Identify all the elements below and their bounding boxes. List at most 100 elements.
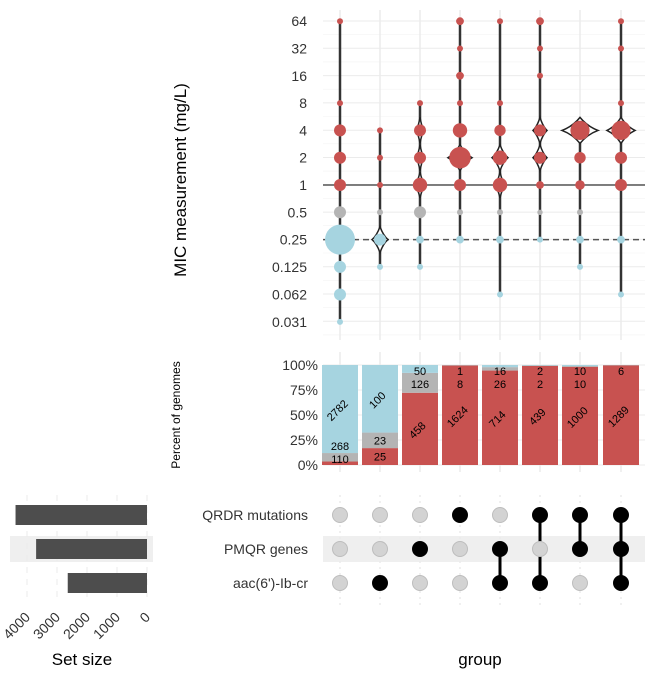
bar-segment [603, 365, 639, 465]
mic-point [497, 291, 503, 298]
bar-segment [322, 461, 358, 465]
mic-point [570, 120, 590, 140]
mic-point [412, 177, 428, 193]
mic-point [534, 151, 546, 164]
mic-point [334, 288, 346, 301]
bar-segment [562, 365, 598, 367]
mic-point [618, 18, 624, 25]
y-tick-label: 0.031 [272, 314, 307, 330]
mic-point [334, 151, 346, 164]
bar-segment-label: 8 [457, 379, 463, 391]
mic-point [618, 45, 624, 52]
matrix-dot-filled [492, 575, 508, 591]
set-size-bar [36, 539, 148, 559]
matrix-dot-filled [572, 541, 588, 557]
y-tick-label: 32 [291, 41, 307, 57]
set-size-tick-label: 2000 [60, 609, 93, 642]
matrix-dot-empty [332, 575, 348, 591]
set-size-tick-label: 1000 [90, 609, 123, 642]
mic-point [575, 180, 585, 190]
mic-point [416, 235, 424, 244]
set-size-bar [67, 573, 147, 593]
matrix-dot-filled [492, 541, 508, 557]
y-tick-label: 0.25 [280, 232, 307, 248]
mic-point [456, 71, 464, 80]
mic-point [377, 127, 383, 134]
mic-point [457, 45, 463, 52]
bar-y-axis-title: Percent of genomes [169, 361, 183, 468]
mic-point [456, 17, 464, 26]
matrix-dot-filled [452, 507, 468, 523]
bar-segment-label: 10 [574, 366, 586, 378]
bar-segment-label: 2 [537, 379, 543, 391]
bar-segment [362, 365, 398, 433]
bar-segment-label: 50 [414, 366, 426, 378]
bar-segment-label: 6 [618, 366, 624, 378]
matrix-dot-filled [613, 575, 629, 591]
matrix-dot-filled [532, 507, 548, 523]
mic-point [334, 124, 346, 137]
bar-y-tick-label: 75% [290, 382, 318, 398]
matrix-dot-empty [412, 507, 428, 523]
mic-point [414, 206, 426, 219]
bar-segment-label: 126 [411, 379, 429, 391]
bar-y-tick-label: 25% [290, 432, 318, 448]
matrix-dot-filled [412, 541, 428, 557]
set-size-tick-label: 4000 [0, 609, 33, 642]
y-tick-label: 2 [299, 150, 307, 166]
matrix-dot-empty [372, 507, 388, 523]
bar-segment-label: 268 [331, 441, 349, 453]
mic-point [414, 124, 426, 137]
mic-point [492, 150, 508, 165]
set-size-bar [15, 505, 148, 525]
matrix-dot-empty [372, 541, 388, 557]
y-tick-label: 8 [299, 95, 307, 111]
mic-point [325, 224, 355, 255]
bar-segment-label: 26 [494, 379, 506, 391]
matrix-dot-empty [572, 575, 588, 591]
bar-y-tick-label: 100% [282, 357, 318, 373]
mic-point [494, 124, 506, 137]
mic-point [537, 209, 543, 215]
mic-point [497, 100, 503, 107]
matrix-dot-filled [532, 575, 548, 591]
bar-segment [522, 365, 558, 465]
bar-segment [482, 367, 518, 371]
mic-point [457, 209, 463, 216]
mic-point [618, 100, 624, 107]
y-axis-title: MIC measurement (mg/L) [171, 83, 190, 277]
bar-segment-label: 23 [374, 435, 386, 447]
mic-point [611, 120, 631, 140]
y-tick-label: 1 [299, 177, 307, 193]
set-label: PMQR genes [224, 541, 308, 557]
mic-point [492, 177, 508, 193]
mic-point [456, 235, 464, 244]
y-tick-label: 4 [299, 122, 307, 138]
group-axis-title: group [458, 650, 501, 669]
set-label: QRDR mutations [202, 507, 308, 523]
matrix-dot-empty [492, 507, 508, 523]
set-size-tick-label: 3000 [30, 609, 63, 642]
mic-point [536, 17, 544, 26]
mic-point [577, 263, 583, 270]
matrix-dot-filled [372, 575, 388, 591]
bar-segment [322, 365, 358, 454]
bar-segment-label: 2 [537, 366, 543, 378]
y-tick-label: 16 [291, 68, 307, 84]
set-label: aac(6')-Ib-cr [233, 575, 308, 591]
mic-point [337, 18, 343, 25]
y-tick-label: 0.062 [272, 287, 307, 303]
mic-point [454, 179, 466, 191]
bar-segment [562, 366, 598, 465]
mic-point [617, 235, 625, 244]
bar-segment-label: 1 [457, 366, 463, 378]
mic-point [337, 100, 343, 107]
mic-point [377, 209, 383, 216]
bar-y-tick-label: 50% [290, 407, 318, 423]
bar-segment [402, 372, 438, 393]
mic-point [496, 235, 504, 244]
matrix-dot-empty [532, 541, 548, 557]
mic-point [334, 260, 346, 273]
mic-point [497, 209, 503, 216]
